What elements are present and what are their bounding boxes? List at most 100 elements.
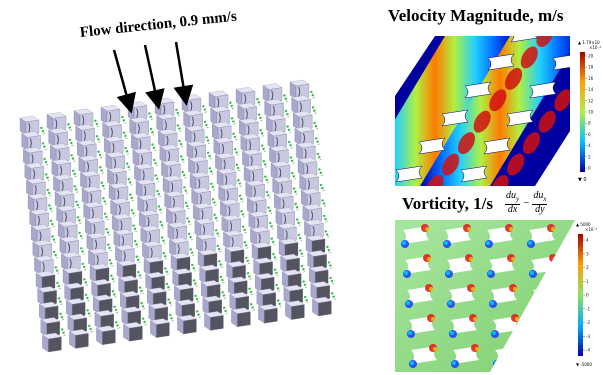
lattice-connector (262, 159, 268, 168)
lattice-cube (130, 132, 151, 152)
flow-arrows (112, 41, 194, 114)
lattice-connector (93, 119, 100, 128)
lattice-connector (39, 126, 46, 135)
lattice-cube (264, 98, 285, 119)
lattice-cube (38, 301, 59, 322)
lattice-cube (40, 317, 61, 337)
lattice-cube (157, 128, 178, 149)
colorbar-tick-label: 3 (586, 251, 589, 256)
lattice-connector (267, 206, 273, 215)
lattice-connector (182, 186, 189, 194)
lattice-cube (21, 131, 42, 151)
lattice-connector (163, 267, 170, 276)
vorticity-title: Vorticity, 1/s (402, 194, 493, 213)
lattice-cube (92, 294, 113, 315)
velocity-obstacles (395, 36, 570, 183)
lattice-connector (216, 244, 222, 253)
lattice-cube (60, 251, 81, 272)
lattice-connector (122, 131, 128, 140)
colorbar-tick-label: 6 (588, 132, 591, 137)
vorticity-colorbar-max: ▲ 5000 (576, 222, 591, 227)
lattice-cube (145, 271, 166, 292)
lattice-cube (240, 133, 261, 153)
lattice-connector (84, 293, 90, 302)
colorbar-tick-label: 2 (588, 154, 591, 159)
lattice-cube (249, 226, 270, 246)
colorbar-tick-label: 18 (588, 65, 594, 70)
lattice-cube (295, 141, 316, 162)
lattice-connector (109, 274, 116, 283)
lattice-connector (233, 147, 239, 156)
lattice-connector (181, 170, 187, 179)
lattice-connector (105, 227, 111, 236)
lattice-cube (167, 221, 188, 242)
velocity-colorbar-max: ▲ 1.79×10 (578, 40, 600, 45)
lattice-cube (162, 175, 183, 195)
lattice-connector (235, 163, 241, 172)
lattice-cube (211, 121, 232, 142)
lattice-connector (108, 258, 114, 267)
lattice-connector (260, 144, 266, 153)
lattice-connector (47, 204, 54, 212)
lattice-cube (113, 229, 134, 249)
lattice-cube (62, 267, 83, 287)
lattice-cube (102, 120, 123, 140)
lattice-connector (232, 132, 238, 141)
lattice-cube (291, 95, 312, 115)
lattice-connector (127, 177, 133, 186)
lattice-cube (245, 180, 266, 200)
lattice-cube (75, 124, 96, 144)
lattice-cube (159, 144, 180, 164)
lattice-cube (54, 189, 75, 210)
lattice-connector (60, 328, 66, 336)
lattice-cube (257, 304, 278, 324)
lattice-cube (267, 129, 288, 150)
lattice-cube (203, 311, 224, 331)
lattice-connector (106, 243, 112, 252)
lattice-cube (65, 298, 86, 318)
lattice-connector (55, 281, 62, 290)
lattice-connector (228, 101, 235, 110)
colorbar-tick-label: 1 (586, 279, 589, 284)
formula-den1: dx (507, 204, 518, 215)
colorbar-tick-label: 12 (588, 98, 594, 103)
lattice-connector (275, 283, 281, 292)
lattice-connector (168, 313, 174, 322)
lattice-connector (222, 306, 228, 315)
lattice-cube (122, 322, 143, 342)
lattice-connector (314, 137, 320, 145)
lattice-cube (143, 256, 164, 276)
velocity-colorbar-exp: ×10⁻⁴ (589, 45, 602, 50)
lattice-cube (229, 292, 250, 312)
lattice-connector (125, 162, 131, 171)
lattice-connector (287, 140, 293, 149)
velocity-colorbar-min: ▼ 0 (578, 177, 587, 183)
lattice-connector (111, 289, 117, 298)
lattice-cube (276, 222, 297, 243)
lattice-cube (221, 214, 242, 235)
lattice-connector (176, 124, 182, 132)
formula-fraction-2: dux dy (532, 191, 548, 215)
lattice-cube (194, 218, 215, 238)
lattice-connector (133, 239, 139, 248)
lattice-cube (22, 146, 43, 167)
flow-arrow-3 (173, 41, 194, 106)
lattice-cube (186, 140, 207, 161)
lattice-cube (29, 208, 50, 229)
colorbar-tick-label: 14 (588, 87, 594, 92)
lattice-connector (221, 290, 227, 299)
lattice-cube (241, 149, 262, 169)
lattice-cube (213, 137, 234, 157)
lattice-cube (149, 318, 170, 338)
lattice-connector (236, 178, 243, 187)
lattice-connector (255, 97, 262, 106)
vorticity-formula: duy dx − dux dy (505, 191, 548, 215)
colorbar-tick-label: 0 (586, 293, 589, 298)
lattice-cube (305, 234, 326, 255)
lattice-connector (300, 264, 306, 273)
lattice-cube (114, 244, 135, 264)
lattice-connector (159, 220, 165, 229)
lattice-connector (317, 168, 324, 176)
lattice-connector (140, 301, 146, 310)
lattice-cube (106, 167, 127, 187)
